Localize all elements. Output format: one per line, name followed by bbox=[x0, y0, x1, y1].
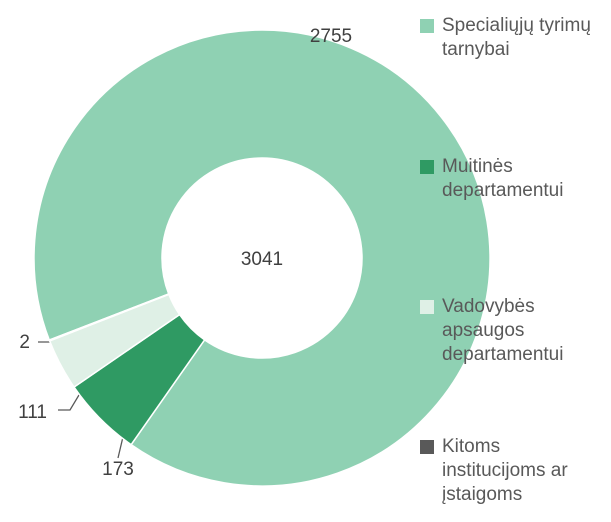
legend-swatch bbox=[420, 300, 434, 314]
legend-label: Specialiųjų tyrimų tarnybai bbox=[442, 15, 591, 60]
legend-label: Vadovybės apsaugos departamentui bbox=[442, 296, 564, 365]
legend-label: Kitoms institucijoms ar įstaigoms bbox=[442, 436, 568, 505]
center-label: 3041 bbox=[241, 249, 283, 270]
donut-slice bbox=[48, 293, 170, 342]
data-label: 2 bbox=[19, 332, 30, 353]
legend-item: Kitoms institucijoms ar įstaigoms bbox=[420, 435, 608, 507]
legend-item: Muitinės departamentui bbox=[420, 155, 608, 203]
legend-swatch bbox=[420, 440, 434, 454]
legend-label: Muitinės departamentui bbox=[442, 156, 564, 201]
legend-item: Vadovybės apsaugos departamentui bbox=[420, 295, 608, 367]
legend-swatch bbox=[420, 160, 434, 174]
legend-swatch bbox=[420, 19, 434, 33]
legend-item: Specialiųjų tyrimų tarnybai bbox=[420, 14, 608, 62]
data-label: 111 bbox=[18, 402, 47, 423]
data-label: 173 bbox=[102, 459, 134, 480]
donut-slice bbox=[33, 29, 491, 487]
data-label: 2755 bbox=[310, 26, 352, 47]
